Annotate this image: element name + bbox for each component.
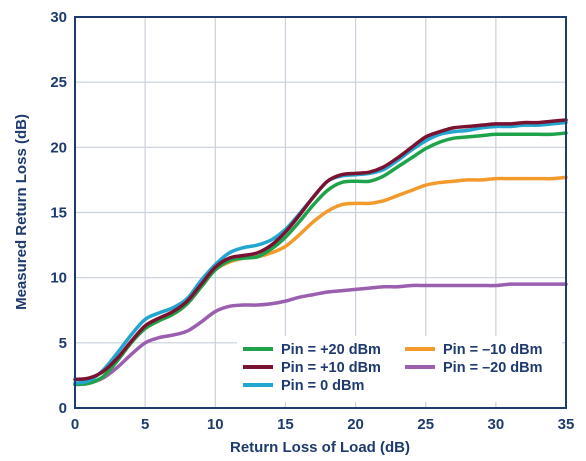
x-tick-label: 10 xyxy=(207,416,224,433)
y-tick-label: 20 xyxy=(50,139,67,156)
plot-frame xyxy=(74,16,567,409)
legend-box xyxy=(237,336,562,402)
y-tick-label: 0 xyxy=(59,400,67,417)
y-tick-labels: 0 5 10 15 20 25 30 xyxy=(50,9,67,417)
x-axis-title: Return Loss of Load (dB) xyxy=(230,439,410,456)
y-axis-title: Measured Return Loss (dB) xyxy=(13,114,30,310)
legend-label: Pin = –20 dBm xyxy=(443,360,543,376)
legend-label: Pin = +20 dBm xyxy=(281,342,381,358)
y-tick-label: 5 xyxy=(59,335,67,352)
x-tick-label: 35 xyxy=(558,416,575,433)
series-line-2 xyxy=(73,118,568,382)
legend-label: Pin = +10 dBm xyxy=(281,360,381,376)
legend-label: Pin = 0 dBm xyxy=(281,378,364,394)
x-tick-label: 20 xyxy=(347,416,364,433)
x-tick-label: 30 xyxy=(488,416,505,433)
x-tick-label: 5 xyxy=(141,416,149,433)
y-tick-label: 15 xyxy=(50,205,67,222)
legend-label: Pin = –10 dBm xyxy=(443,342,543,358)
grid-lines xyxy=(75,17,566,408)
series-layer xyxy=(73,118,568,387)
x-tick-labels: 0 5 10 15 20 25 30 35 xyxy=(71,416,575,433)
series-line-1 xyxy=(73,131,568,387)
series-line-5 xyxy=(73,282,568,387)
y-tick-label: 25 xyxy=(50,74,67,91)
legend: Pin = +20 dBm Pin = +10 dBm Pin = 0 dBm Pin… xyxy=(237,336,562,402)
x-tick-label: 25 xyxy=(417,416,434,433)
y-tick-label: 10 xyxy=(50,270,67,287)
y-tick-label: 30 xyxy=(50,9,67,26)
x-tick-label: 0 xyxy=(71,416,79,433)
x-tick-label: 15 xyxy=(277,416,294,433)
